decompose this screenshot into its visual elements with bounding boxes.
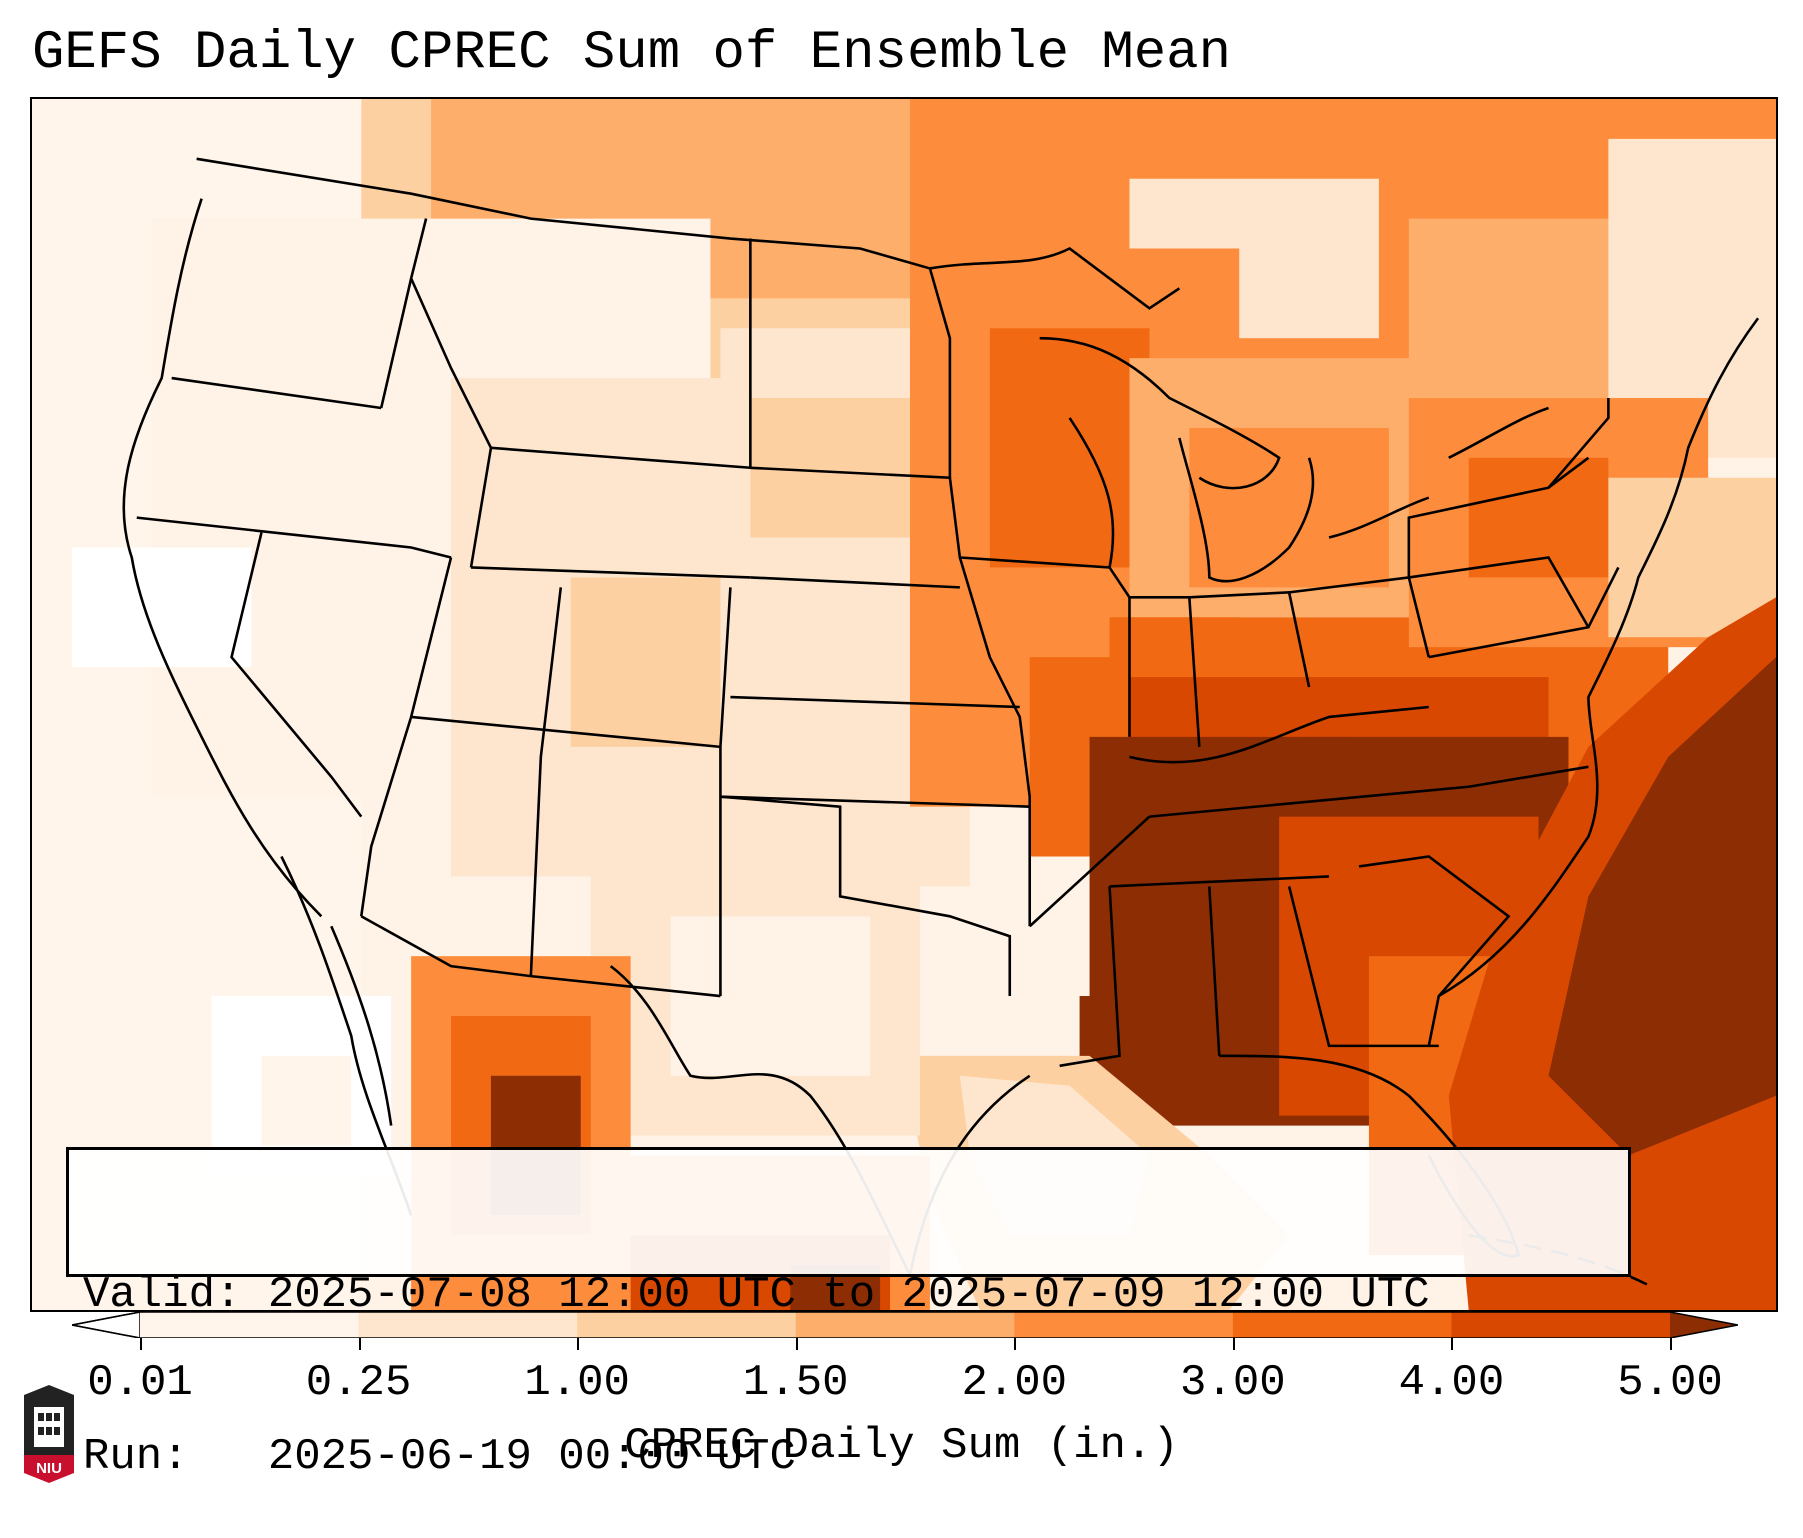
colorbar-tick-mark bbox=[140, 1338, 142, 1350]
colorbar-segment bbox=[1014, 1312, 1234, 1338]
colorbar-tick-label: 2.00 bbox=[961, 1358, 1068, 1408]
colorbar-tick-mark bbox=[1232, 1338, 1235, 1350]
run-label: Run: bbox=[83, 1432, 189, 1482]
colorbar-tick-label: 0.25 bbox=[305, 1358, 412, 1408]
colorbar-segment bbox=[795, 1312, 1015, 1338]
colorbar-tick-mark bbox=[1014, 1338, 1017, 1350]
colorbar-tick-mark bbox=[577, 1338, 580, 1350]
colorbar-segment bbox=[358, 1312, 578, 1338]
colorbar-segment bbox=[577, 1312, 797, 1338]
precip-field bbox=[32, 99, 1776, 1310]
colorbar-label: CPREC Daily Sum (in.) bbox=[624, 1421, 1179, 1471]
colorbar-segments bbox=[72, 1312, 1738, 1338]
colorbar-tick-mark bbox=[1670, 1338, 1672, 1350]
run-value: 2025-06-19 00:00 UTC bbox=[267, 1432, 796, 1482]
colorbar bbox=[72, 1312, 1738, 1338]
map-canvas bbox=[32, 99, 1776, 1310]
colorbar-tick-mark bbox=[1451, 1338, 1454, 1350]
colorbar-segment bbox=[140, 1312, 360, 1338]
colorbar-over-arrow bbox=[1670, 1312, 1738, 1338]
colorbar-under-arrow bbox=[72, 1312, 141, 1338]
colorbar-tick-label: 1.00 bbox=[524, 1358, 630, 1408]
map-title: GEFS Daily CPREC Sum of Ensemble Mean bbox=[32, 23, 1231, 84]
run-line: Run: 2025-06-19 00:00 UTC bbox=[83, 1430, 1614, 1484]
boundaries bbox=[122, 157, 1760, 1287]
colorbar-tick-label: 4.00 bbox=[1398, 1358, 1505, 1408]
colorbar-segment bbox=[1232, 1312, 1452, 1338]
colorbar-tick-label: 3.00 bbox=[1180, 1358, 1286, 1408]
niu-logo: NIU bbox=[24, 1385, 74, 1483]
logo-text: NIU bbox=[36, 1460, 62, 1477]
colorbar-tick-label: 5.00 bbox=[1617, 1358, 1723, 1408]
colorbar-tick-label: 1.50 bbox=[742, 1358, 849, 1408]
precipitation-map bbox=[30, 97, 1778, 1312]
colorbar-tick-mark bbox=[795, 1338, 798, 1350]
valid-run-info: Valid: 2025-07-08 12:00 UTC to 2025-07-0… bbox=[66, 1147, 1631, 1482]
colorbar-tick-mark bbox=[358, 1338, 361, 1350]
colorbar-tick-label: 0.01 bbox=[87, 1358, 193, 1408]
colorbar-segment bbox=[1451, 1312, 1671, 1338]
